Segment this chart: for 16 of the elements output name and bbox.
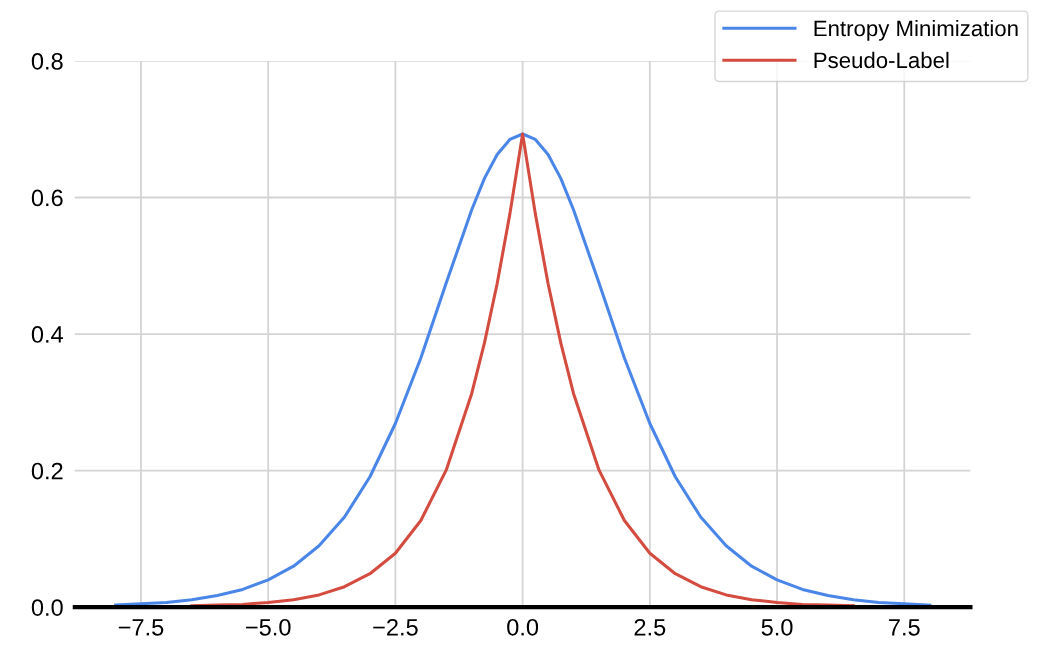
line-series [190, 132, 855, 608]
y-tick-label: 0.6 [31, 189, 63, 207]
legend-label: Pseudo-Label [814, 51, 949, 69]
legend-label: Entropy Minimization [814, 20, 1018, 41]
x-tick-label: 5.0 [761, 618, 793, 636]
x-tick-label: 7.5 [889, 619, 920, 636]
y-tick-label: 0.4 [31, 326, 64, 343]
y-tick-label: 0.2 [31, 462, 63, 480]
x-tick-label: −2.5 [373, 618, 418, 636]
line-series [113, 132, 932, 607]
y-tick-label: 0.8 [31, 52, 63, 70]
x-tick-label: −7.5 [118, 619, 164, 636]
x-tick-label: −5.0 [246, 618, 291, 636]
x-tick-label: 0.0 [507, 618, 539, 636]
x-tick-label: 2.5 [634, 618, 666, 636]
y-tick-label: 0.0 [31, 599, 63, 616]
